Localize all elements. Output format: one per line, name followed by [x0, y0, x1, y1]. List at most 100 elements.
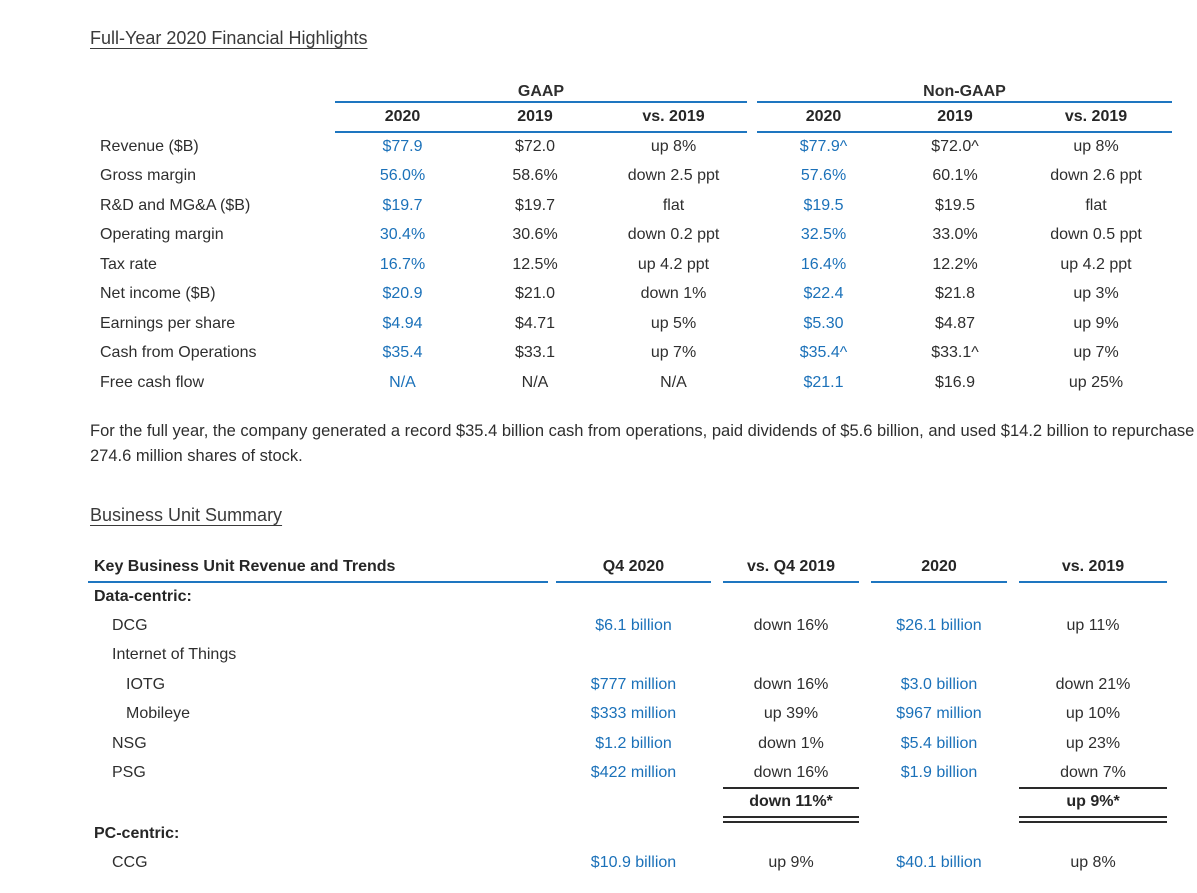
col-gap — [548, 553, 556, 582]
gaap-2019-value: $21.0 — [514, 285, 556, 303]
gaap-vs-2019-value: up 5% — [650, 314, 697, 332]
col-gap — [711, 582, 723, 612]
bu-2020-value: $26.1 billion — [896, 616, 982, 634]
col-gap — [859, 670, 871, 700]
bu-vs-q4-2019-value: up 39% — [763, 705, 819, 723]
gaap-2019-value: N/A — [521, 373, 549, 391]
fin-row-cash-from-operations: Cash from Operations $35.4 $33.1 up 7% $… — [100, 339, 1172, 369]
bu-q4-2020-value — [556, 641, 711, 671]
bu-2020-value: $3.0 billion — [900, 675, 978, 693]
bu-q4-2020-value: $10.9 billion — [590, 854, 677, 872]
col-gap — [711, 553, 723, 582]
col-gap — [548, 729, 556, 759]
bu-label: PSG — [112, 764, 146, 782]
gaap-group-header: GAAP — [335, 83, 747, 103]
gaap-vs-2019-value: flat — [662, 196, 685, 214]
col-gap — [711, 759, 723, 789]
col-gap — [1007, 670, 1019, 700]
col-gap — [1007, 849, 1019, 879]
gaap-2020-value: $77.9 — [382, 138, 423, 156]
non-gaap-2019-value: $4.87 — [934, 314, 976, 332]
col-gap — [548, 849, 556, 879]
non-gaap-2020-header: 2020 — [757, 102, 890, 133]
group-gap — [747, 102, 757, 132]
bu-vs-2019-header: vs. 2019 — [1019, 552, 1167, 583]
col-gap — [1007, 788, 1019, 819]
bu-label-header: Key Business Unit Revenue and Trends — [88, 552, 548, 583]
financial-highlights-table: GAAP Non-GAAP 2020 2019 vs. 2019 2020 20… — [100, 83, 1172, 398]
col-gap — [548, 819, 556, 849]
full-year-summary-paragraph: For the full year, the company generated… — [90, 421, 1195, 465]
fin-row-revenue: Revenue ($B) $77.9 $72.0 up 8% $77.9^ $7… — [100, 132, 1172, 162]
non-gaap-vs-2019-value: flat — [1085, 196, 1107, 214]
gaap-vs-2019-value: down 0.2 ppt — [627, 226, 720, 244]
empty-corner-cell — [100, 83, 335, 102]
col-gap — [859, 641, 871, 671]
row-label: Free cash flow — [100, 373, 205, 391]
bu-row-mobileye: Mobileye $333 million up 39% $967 millio… — [88, 700, 1167, 730]
col-gap — [859, 700, 871, 730]
bu-vs-q4-2019-value: up 9% — [768, 854, 814, 872]
bu-fy-total-change: up 9%* — [1019, 787, 1167, 823]
col-gap — [711, 611, 723, 641]
row-label: R&D and MG&A ($B) — [100, 196, 251, 214]
non-gaap-2019-value: $72.0^ — [931, 138, 979, 156]
non-gaap-2019-value: $33.1^ — [931, 344, 979, 362]
bu-row-psg: PSG $422 million down 16% $1.9 billion d… — [88, 759, 1167, 789]
row-label: Earnings per share — [100, 314, 236, 332]
gaap-2019-value: 58.6% — [512, 167, 558, 185]
non-gaap-2019-value: 60.1% — [932, 167, 978, 185]
bu-label: Mobileye — [126, 705, 191, 723]
col-gap — [859, 759, 871, 789]
gaap-2020-value: N/A — [389, 373, 416, 391]
non-gaap-vs-2019-value: down 2.6 ppt — [1050, 167, 1142, 185]
row-label: Revenue ($B) — [100, 137, 199, 155]
col-gap — [711, 788, 723, 819]
column-header-row: 2020 2019 vs. 2019 2020 2019 vs. 2019 — [100, 102, 1172, 133]
business-unit-table: Key Business Unit Revenue and Trends Q4 … — [88, 552, 1167, 879]
col-gap — [548, 611, 556, 641]
gaap-2020-value: $19.7 — [382, 196, 423, 214]
gaap-2019-value: 30.6% — [512, 226, 558, 244]
gaap-vs-2019-value: down 1% — [640, 285, 707, 303]
bu-vs-q4-2019-value: down 16% — [753, 616, 829, 634]
gaap-2019-value: $19.7 — [514, 196, 556, 214]
bu-q4-2020-value: $422 million — [590, 764, 677, 782]
col-gap — [711, 729, 723, 759]
non-gaap-2019-header: 2019 — [890, 102, 1020, 133]
bu-label: NSG — [112, 734, 147, 752]
col-gap — [1007, 582, 1019, 612]
gaap-vs-2019-value: N/A — [660, 373, 687, 391]
non-gaap-2020-value: 16.4% — [800, 255, 847, 273]
non-gaap-group-header: Non-GAAP — [757, 83, 1172, 103]
non-gaap-2020-value: $21.1 — [803, 373, 844, 391]
bu-2020-value: $5.4 billion — [900, 734, 978, 752]
bu-vs-q4-2019-value: down 16% — [753, 763, 829, 781]
fin-row-operating-margin: Operating margin 30.4% 30.6% down 0.2 pp… — [100, 221, 1172, 251]
bu-label — [88, 788, 548, 819]
fin-row-tax-rate: Tax rate 16.7% 12.5% up 4.2 ppt 16.4% 12… — [100, 250, 1172, 280]
bu-vs-q4-2019-value: down 1% — [758, 734, 824, 752]
row-label: Net income ($B) — [100, 285, 216, 303]
bu-q4-2020-value — [556, 788, 711, 819]
bu-vs-2019-value: up 10% — [1065, 705, 1121, 723]
bu-vs-2019-value: up 23% — [1065, 734, 1121, 752]
bu-vs-q4-2019-value — [723, 641, 859, 671]
col-gap — [747, 191, 757, 221]
col-gap — [747, 162, 757, 192]
col-gap — [548, 759, 556, 789]
non-gaap-2020-value: $19.5 — [803, 196, 844, 214]
gaap-2020-value: $35.4 — [382, 344, 423, 362]
bu-label: DCG — [112, 616, 148, 634]
col-gap — [1007, 553, 1019, 582]
bu-2020-value — [871, 788, 1007, 819]
col-gap — [1007, 729, 1019, 759]
col-gap — [747, 309, 757, 339]
col-gap — [859, 553, 871, 582]
non-gaap-2020-value: $35.4^ — [799, 344, 848, 362]
bu-q4-2020-value: $6.1 billion — [595, 616, 672, 634]
bu-vs-2019-value: down 7% — [1060, 763, 1126, 781]
gaap-vs-2019-value: down 2.5 ppt — [627, 167, 720, 185]
bu-2020-header: 2020 — [871, 552, 1007, 583]
bu-label: PC-centric: — [94, 824, 180, 842]
